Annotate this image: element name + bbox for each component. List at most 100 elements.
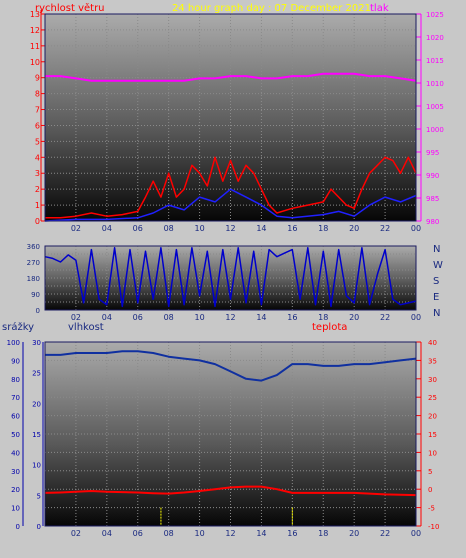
rain-y-tick-20: 20 (11, 486, 20, 494)
wind-direction-line (44, 247, 417, 308)
temperature-y-tick-30: 30 (428, 376, 437, 384)
direction-x-tick-04: 04 (102, 313, 112, 322)
humidity-y-tick-20: 20 (32, 400, 41, 408)
wind-y-tick-0: 0 (35, 217, 40, 226)
humidity-temperature-x-tick-08: 08 (164, 529, 174, 538)
wind-y-tick-12: 12 (30, 26, 40, 35)
wind-average-line (44, 188, 417, 222)
direction-y-tick-0: 0 (36, 307, 40, 315)
wind-pressure-x-tick-14: 14 (256, 224, 266, 233)
wind-y-tick-1: 1 (35, 201, 40, 210)
wind-pressure-frame (44, 13, 417, 222)
direction-frame (44, 245, 417, 311)
pressure-y-tick-985: 985 (426, 195, 439, 203)
rain-y-tick-50: 50 (11, 431, 20, 439)
humidity-temperature-x-tick-10: 10 (194, 529, 204, 538)
wind-y-tick-7: 7 (35, 106, 40, 115)
pressure-y-tick-995: 995 (426, 149, 439, 157)
compass-s: S (433, 276, 439, 287)
direction-y-tick-360: 360 (27, 243, 40, 251)
direction-x-tick-02: 02 (71, 313, 81, 322)
compass-w: W (433, 260, 443, 271)
humidity-y-tick-10: 10 (32, 462, 41, 470)
wind-speed-label: rychlost větru (35, 2, 105, 14)
humidity-temperature-x-tick-06: 06 (133, 529, 143, 538)
wind-y-tick-3: 3 (35, 169, 40, 178)
rain-y-tick-30: 30 (11, 468, 20, 476)
temperature-line (44, 485, 417, 497)
humidity-temperature-x-tick-12: 12 (225, 529, 235, 538)
rain-y-tick-100: 100 (7, 339, 20, 347)
temperature-y-tick-5: 5 (428, 468, 432, 476)
humidity-line (45, 350, 417, 382)
pressure-y-tick-1020: 1020 (426, 34, 444, 42)
wind-pressure-x-tick-16: 16 (287, 224, 297, 233)
humidity-temperature-x-tick-00: 00 (411, 529, 421, 538)
wind-pressure-x-tick-06: 06 (133, 224, 143, 233)
humidity-temperature-x-tick-20: 20 (349, 529, 359, 538)
rain-y-tick-60: 60 (11, 413, 20, 421)
direction-x-tick-20: 20 (349, 313, 359, 322)
pressure-y-tick-1015: 1015 (426, 57, 444, 65)
temperature-y-tick--5: -5 (428, 505, 435, 513)
wind-y-tick-8: 8 (35, 90, 40, 99)
pressure-y-tick-1025: 1025 (426, 11, 444, 19)
wind-pressure-x-tick-10: 10 (194, 224, 204, 233)
pressure-line (45, 72, 417, 82)
direction-y-tick-180: 180 (27, 275, 40, 283)
humidity-y-tick-15: 15 (32, 431, 41, 439)
temperature-y-tick-0: 0 (428, 486, 432, 494)
temperature-y-tick--10: -10 (428, 523, 439, 531)
humidity-temperature-x-tick-02: 02 (71, 529, 81, 538)
pressure-y-tick-1000: 1000 (426, 126, 444, 134)
direction-y-tick-270: 270 (27, 259, 40, 267)
compass-n-bottom: N (433, 308, 440, 319)
wind-y-tick-5: 5 (35, 137, 40, 146)
direction-x-tick-16: 16 (287, 313, 297, 322)
wind-y-tick-10: 10 (30, 58, 40, 67)
direction-x-tick-06: 06 (133, 313, 143, 322)
rain-y-tick-10: 10 (11, 505, 20, 513)
wind-y-tick-13: 13 (30, 10, 40, 19)
wind-pressure-x-tick-18: 18 (318, 224, 328, 233)
humidity-temperature-x-tick-14: 14 (256, 529, 266, 538)
direction-x-tick-10: 10 (194, 313, 204, 322)
rain-y-tick-70: 70 (11, 394, 20, 402)
wind-y-tick-4: 4 (35, 153, 40, 162)
compass-e: E (433, 292, 439, 303)
direction-y-tick-90: 90 (31, 291, 40, 299)
wind-pressure-x-tick-22: 22 (380, 224, 390, 233)
temperature-y-tick-10: 10 (428, 449, 437, 457)
humidity-y-tick-0: 0 (37, 523, 41, 531)
pressure-y-tick-1005: 1005 (426, 103, 444, 111)
wind-y-tick-2: 2 (35, 185, 40, 194)
humidity-temperature-x-tick-04: 04 (102, 529, 112, 538)
rain-label: srážky (2, 321, 34, 333)
rain-y-tick-80: 80 (11, 376, 20, 384)
chart-title: 24 hour graph day : 07 December 2021 (172, 3, 371, 14)
temperature-label: teplota (312, 322, 347, 333)
humidity-temperature-frame (44, 341, 417, 527)
wind-y-tick-6: 6 (35, 121, 40, 130)
humidity-y-tick-30: 30 (32, 339, 41, 347)
wind-pressure-x-tick-12: 12 (225, 224, 235, 233)
wind-y-tick-11: 11 (30, 42, 40, 51)
wind-y-tick-9: 9 (35, 74, 40, 83)
temperature-y-tick-20: 20 (428, 413, 437, 421)
humidity-y-tick-25: 25 (32, 370, 41, 378)
pressure-label: tlak (370, 3, 389, 14)
humidity-temperature-x-tick-18: 18 (318, 529, 328, 538)
temperature-y-tick-40: 40 (428, 339, 437, 347)
compass-n-top: N (433, 244, 440, 255)
humidity-label: vlhkost (68, 322, 104, 333)
pressure-y-tick-990: 990 (426, 172, 439, 180)
humidity-temperature-x-tick-16: 16 (287, 529, 297, 538)
rain-y-tick-0: 0 (16, 523, 20, 531)
temperature-y-tick-15: 15 (428, 431, 437, 439)
rain-y-tick-40: 40 (11, 449, 20, 457)
wind-gust-line (45, 156, 417, 219)
pressure-y-tick-980: 980 (426, 218, 439, 226)
rain-y-tick-90: 90 (11, 357, 20, 365)
direction-x-tick-12: 12 (225, 313, 235, 322)
